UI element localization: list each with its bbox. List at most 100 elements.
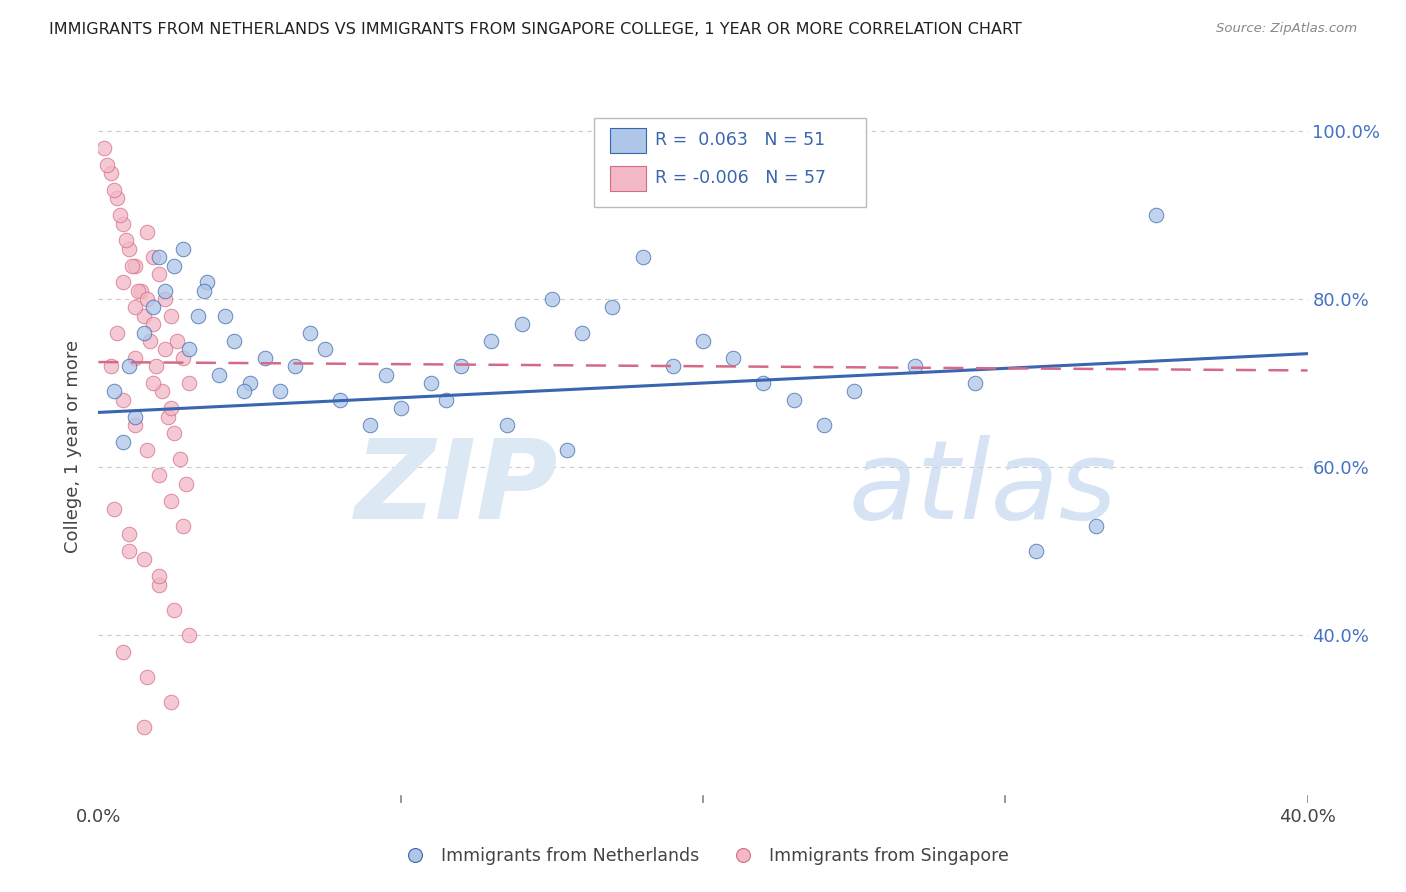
Y-axis label: College, 1 year or more: College, 1 year or more	[65, 340, 83, 552]
Point	[111, 275, 134, 289]
Point	[1085, 518, 1108, 533]
Point	[160, 493, 183, 508]
Text: IMMIGRANTS FROM NETHERLANDS VS IMMIGRANTS FROM SINGAPORE COLLEGE, 1 YEAR OR MORE: IMMIGRANTS FROM NETHERLANDS VS IMMIGRANT…	[49, 22, 1022, 37]
Point	[172, 518, 194, 533]
Point	[224, 334, 246, 348]
Point	[153, 343, 176, 357]
Point	[495, 417, 517, 432]
Point	[153, 284, 176, 298]
Point	[1024, 544, 1046, 558]
Point	[166, 334, 188, 348]
Point	[111, 645, 134, 659]
Point	[135, 443, 157, 458]
Point	[329, 392, 352, 407]
Point	[105, 326, 128, 340]
Point	[129, 284, 152, 298]
Point	[232, 384, 254, 399]
Point	[510, 318, 533, 332]
Point	[160, 695, 183, 709]
Point	[844, 384, 866, 399]
Point	[187, 309, 209, 323]
Point	[100, 166, 122, 180]
Point	[153, 292, 176, 306]
Point	[111, 434, 134, 449]
Point	[420, 376, 443, 390]
Point	[124, 259, 146, 273]
Point	[163, 426, 186, 441]
Point	[142, 250, 165, 264]
Point	[118, 544, 141, 558]
Point	[1144, 208, 1167, 222]
FancyBboxPatch shape	[595, 118, 866, 207]
Point	[450, 359, 472, 374]
Point	[163, 603, 186, 617]
Point	[813, 417, 835, 432]
Point	[179, 628, 201, 642]
Point	[172, 242, 194, 256]
Text: Source: ZipAtlas.com: Source: ZipAtlas.com	[1216, 22, 1357, 36]
Point	[135, 670, 157, 684]
Point	[555, 443, 578, 458]
Point	[692, 334, 714, 348]
Point	[148, 577, 170, 591]
FancyBboxPatch shape	[610, 166, 647, 191]
Point	[132, 326, 155, 340]
Point	[374, 368, 396, 382]
Point	[752, 376, 775, 390]
Point	[148, 250, 170, 264]
Point	[114, 233, 136, 247]
Point	[135, 292, 157, 306]
Text: ZIP: ZIP	[354, 435, 558, 542]
Point	[145, 359, 167, 374]
Point	[93, 141, 115, 155]
Point	[269, 384, 291, 399]
Point	[103, 502, 125, 516]
Point	[142, 318, 165, 332]
Point	[124, 417, 146, 432]
Point	[139, 334, 162, 348]
Point	[239, 376, 262, 390]
Point	[132, 720, 155, 734]
Point	[132, 309, 155, 323]
Point	[540, 292, 562, 306]
Point	[174, 476, 197, 491]
FancyBboxPatch shape	[610, 128, 647, 153]
Point	[299, 326, 322, 340]
Point	[360, 417, 382, 432]
Point	[124, 409, 146, 424]
Point	[314, 343, 336, 357]
Point	[118, 527, 141, 541]
Point	[148, 468, 170, 483]
Point	[96, 158, 118, 172]
Point	[103, 384, 125, 399]
Point	[284, 359, 307, 374]
Point	[111, 217, 134, 231]
Point	[160, 401, 183, 416]
Point	[965, 376, 987, 390]
Point	[142, 301, 165, 315]
Point	[214, 309, 236, 323]
Point	[148, 569, 170, 583]
Point	[193, 284, 215, 298]
Text: R =  0.063   N = 51: R = 0.063 N = 51	[655, 131, 825, 149]
Point	[124, 351, 146, 365]
Point	[253, 351, 276, 365]
Point	[571, 326, 593, 340]
Point	[631, 250, 654, 264]
Text: atlas: atlas	[848, 435, 1116, 542]
Point	[481, 334, 503, 348]
Point	[156, 409, 179, 424]
Point	[602, 301, 624, 315]
Point	[160, 309, 183, 323]
Point	[179, 343, 201, 357]
Point	[124, 301, 146, 315]
Point	[142, 376, 165, 390]
Point	[904, 359, 927, 374]
Point	[105, 191, 128, 205]
Point	[179, 376, 201, 390]
Point	[163, 259, 186, 273]
Point	[135, 225, 157, 239]
Text: R = -0.006   N = 57: R = -0.006 N = 57	[655, 169, 825, 186]
Point	[208, 368, 231, 382]
Point	[100, 359, 122, 374]
